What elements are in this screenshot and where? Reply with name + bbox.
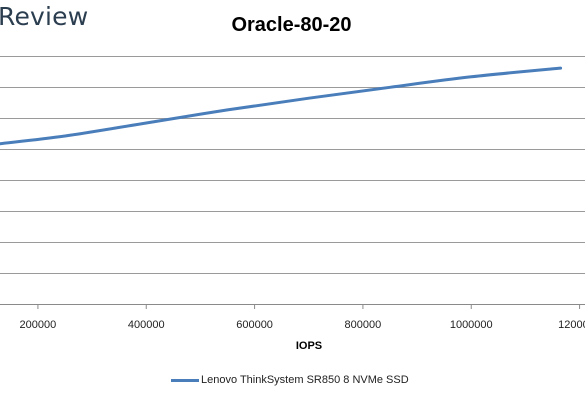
x-tick-label: 1200000 [558, 319, 585, 331]
series-line [0, 66, 563, 146]
x-tick-label: 1000000 [450, 319, 493, 331]
x-tick-label: 400000 [128, 319, 165, 331]
legend: Lenovo ThinkSystem SR850 8 NVMe SSD [171, 374, 409, 386]
brand-logo-text: Review [0, 2, 89, 31]
x-axis-label: IOPS [296, 340, 322, 352]
x-tick-label: 200000 [20, 319, 57, 331]
x-tick-label: 800000 [345, 319, 382, 331]
legend-swatch [171, 378, 199, 382]
series-lines [0, 66, 563, 146]
x-tick-label: 600000 [236, 319, 273, 331]
gridlines [0, 56, 585, 305]
chart-title: Oracle-80-20 [231, 14, 352, 36]
legend-label: Lenovo ThinkSystem SR850 8 NVMe SSD [201, 374, 409, 386]
x-axis-ticks: 200000 400000 600000 800000 1000000 1200000 [20, 304, 585, 331]
